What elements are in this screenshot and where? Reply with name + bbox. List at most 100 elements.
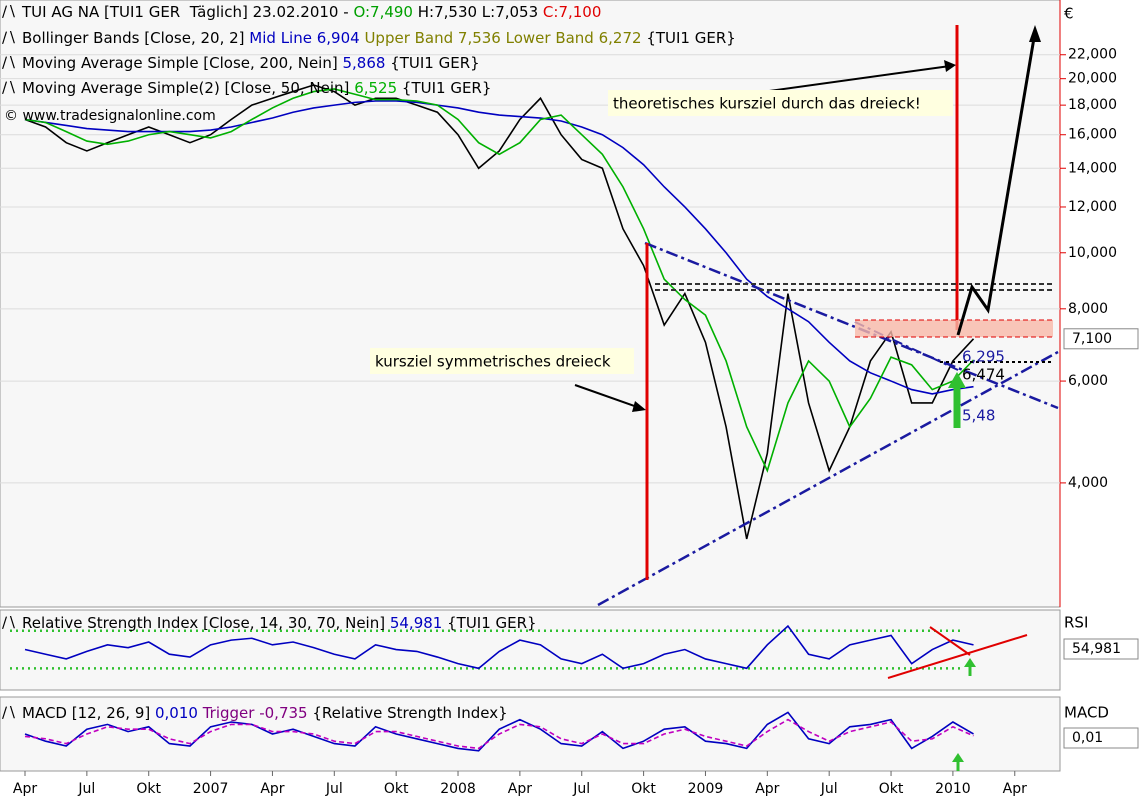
- macd-panel: [0, 696, 1061, 772]
- plot-layer: 4,000 6,000 8,000 10,000 12,000 14,000 16,000 1…: [0, 3, 1139, 797]
- x-tick-label: Okt: [384, 781, 409, 797]
- annotation: theoretisches kursziel durch das dreieck…: [613, 95, 921, 113]
- y-tick-label: 22,000: [1068, 47, 1117, 63]
- y-tick-label: 10,000: [1068, 245, 1117, 261]
- legend-entry: 54,981: [390, 614, 447, 632]
- triangle-lower: [597, 350, 1059, 607]
- triangle-upper: [644, 241, 1059, 410]
- y-tick-label: 6,000: [1068, 373, 1108, 389]
- triangle-mid: [854, 321, 959, 371]
- x-tick-label: 2010: [935, 781, 971, 797]
- annotation: 5,48: [962, 407, 995, 425]
- legend-entry: 5,868: [342, 54, 390, 72]
- legend-entry: Moving Average Simple [Close, 200, Nein]: [22, 54, 342, 72]
- legend-entry: {TUI1 GER}: [447, 614, 537, 632]
- legend-entry: Trigger -0,735: [202, 704, 313, 722]
- pointer-arrow: [574, 384, 641, 409]
- legend-entry: TUI AG NA [TUI1 GER Täglich] 23.02.2010 …: [21, 3, 353, 21]
- x-tick-label: Apr: [508, 781, 532, 797]
- legend-line: Moving Average Simple [Close, 200, Nein]…: [22, 54, 480, 72]
- legend-line: Moving Average Simple(2) [Close, 50, Nei…: [22, 79, 491, 97]
- legend-line: TUI AG NA [TUI1 GER Täglich] 23.02.2010 …: [21, 3, 601, 21]
- legend-line: MACD [12, 26, 9] 0,010 Trigger -0,735 {R…: [22, 704, 508, 722]
- legend-entry: Mid Line 6,904: [249, 29, 364, 47]
- panel-marker: ∕∖: [2, 704, 17, 722]
- arrow-head: [948, 372, 966, 388]
- legend-entry: Upper Band 7,536 Lower Band 6,272: [364, 29, 646, 47]
- series-line: [24, 100, 974, 395]
- y-tick-label: 12,000: [1068, 199, 1117, 215]
- panel-marker: ∕∖: [2, 54, 17, 72]
- legend-entry: O:7,490: [353, 3, 413, 21]
- value-label: 0,01: [1072, 730, 1103, 746]
- y-tick-label: 20,000: [1068, 71, 1117, 87]
- legend-entry: 0,010: [155, 704, 203, 722]
- annotation: 6,474: [962, 366, 1005, 384]
- axis-label: MACD: [1064, 704, 1109, 722]
- drawings: [574, 25, 1059, 771]
- series-line: [24, 624, 974, 670]
- annotation: kursziel symmetrisches dreieck: [375, 353, 611, 371]
- panel-marker: ∕∖: [2, 614, 17, 632]
- x-tick-label: Apr: [1003, 781, 1027, 797]
- x-tick-label: Okt: [879, 781, 904, 797]
- legend-entry: MACD [12, 26, 9]: [22, 704, 155, 722]
- legend-entry: 6,525: [354, 79, 402, 97]
- currency-label: €: [1064, 5, 1074, 23]
- legend-entry: C:7,100: [543, 3, 601, 21]
- value-label: 54,981: [1072, 641, 1121, 657]
- y-tick-label: 18,000: [1068, 97, 1117, 113]
- x-tick-label: Okt: [631, 781, 656, 797]
- legend-entry: Moving Average Simple(2) [Close, 50, Nei…: [22, 79, 354, 97]
- legend-entry: Relative Strength Index [Close, 14, 30, …: [22, 614, 390, 632]
- legend-entry: Bollinger Bands [Close, 20, 2]: [22, 29, 249, 47]
- legend-line: Bollinger Bands [Close, 20, 2] Mid Line …: [22, 29, 736, 47]
- arrow-head: [632, 401, 646, 412]
- x-tick-label: Jul: [325, 781, 343, 797]
- legend-entry: {TUI1 GER}: [646, 29, 736, 47]
- y-tick-label: 16,000: [1068, 127, 1117, 143]
- x-tick-label: Apr: [260, 781, 284, 797]
- rsi-trendline: [887, 634, 1028, 679]
- legend-line: Relative Strength Index [Close, 14, 30, …: [22, 614, 537, 632]
- series-line: [24, 84, 975, 540]
- legend-entry: {TUI1 GER}: [402, 79, 492, 97]
- arrow-head: [952, 753, 964, 762]
- note-box: [370, 348, 634, 374]
- series-line: [24, 88, 975, 473]
- legend-entry: {TUI1 GER}: [390, 54, 480, 72]
- axis-label: RSI: [1064, 614, 1088, 632]
- value-label: 7,100: [1072, 331, 1112, 347]
- annotation: 6,295: [962, 348, 1005, 366]
- value-box: [1063, 638, 1139, 660]
- resistance-zone: [855, 320, 1053, 337]
- arrow-head: [964, 658, 976, 667]
- panel-marker: ∕∖: [2, 79, 17, 97]
- x-tick-label: Jul: [77, 781, 95, 797]
- watermark: © www.tradesignalonline.com: [4, 108, 216, 124]
- arrow-head: [1029, 25, 1041, 42]
- rsi-trendline: [929, 626, 971, 656]
- value-box: [1063, 727, 1139, 749]
- arrow-head: [944, 60, 956, 72]
- series-line: [24, 711, 974, 752]
- x-tick-label: Apr: [755, 781, 779, 797]
- legend-entry: H:7,530 L:7,053: [413, 3, 543, 21]
- note-box: [608, 90, 953, 116]
- series-line: [24, 718, 974, 750]
- y-tick-label: 4,000: [1068, 475, 1108, 491]
- x-tick-label: Apr: [13, 781, 37, 797]
- projection-arrow: [956, 31, 1037, 336]
- panel-marker: ∕∖: [2, 29, 17, 47]
- y-tick-label: 8,000: [1068, 301, 1108, 317]
- x-tick-label: Jul: [572, 781, 590, 797]
- x-tick-label: 2007: [193, 781, 229, 797]
- value-box: [1063, 328, 1139, 350]
- legend-entry: {Relative Strength Index}: [312, 704, 507, 722]
- x-tick-label: 2008: [440, 781, 476, 797]
- panel-marker: ∕∖: [2, 3, 17, 21]
- x-tick-label: 2009: [688, 781, 724, 797]
- rsi-panel: [0, 609, 1061, 691]
- x-tick-label: Jul: [820, 781, 838, 797]
